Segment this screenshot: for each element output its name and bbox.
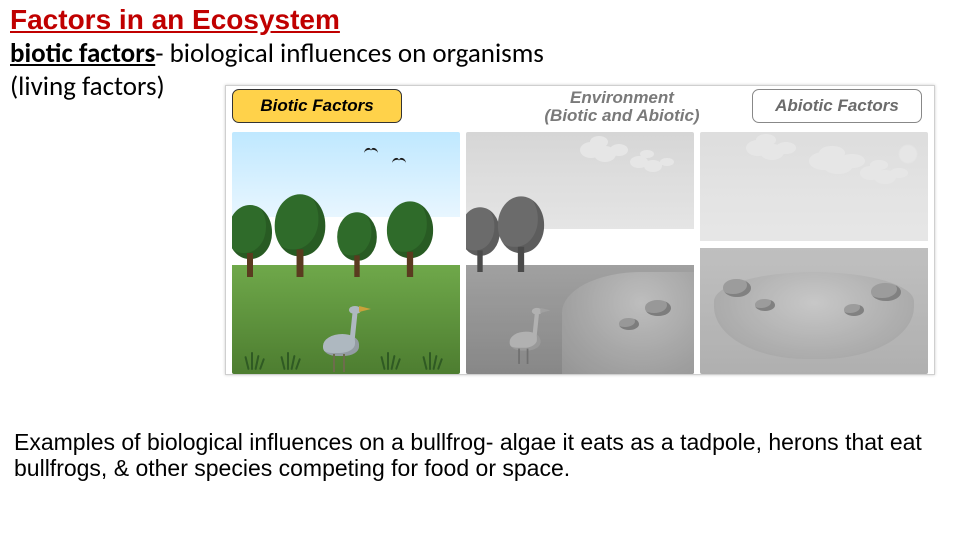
definition-line: biotic factors- biological influences on… [10, 38, 950, 70]
label-environment: Environment (Biotic and Abiotic) [522, 86, 722, 128]
panel-abiotic [700, 132, 928, 374]
diagram-panels [226, 132, 934, 380]
bird-icon [392, 158, 406, 164]
definition-desc: biological influences on organisms [170, 37, 544, 70]
label-environment-line1: Environment [544, 89, 699, 107]
panel-environment [466, 132, 694, 374]
slide: Factors in an Ecosystem biotic factors- … [0, 0, 960, 540]
label-environment-line2: (Biotic and Abiotic) [544, 107, 699, 125]
heron-icon [323, 334, 359, 356]
label-abiotic-factors: Abiotic Factors [752, 89, 922, 123]
slide-title: Factors in an Ecosystem [10, 4, 950, 36]
definition-dash: - [155, 37, 169, 70]
definition-term: biotic factors [10, 37, 155, 70]
examples-text: Examples of biological influences on a b… [14, 430, 946, 482]
diagram-labels-row: Biotic Factors Environment (Biotic and A… [226, 86, 934, 132]
sun-icon [898, 144, 918, 164]
heron-icon [510, 332, 541, 351]
label-biotic-factors: Biotic Factors [232, 89, 402, 123]
ecosystem-diagram: Biotic Factors Environment (Biotic and A… [225, 85, 935, 375]
bird-icon [364, 148, 378, 154]
panel-biotic [232, 132, 460, 374]
